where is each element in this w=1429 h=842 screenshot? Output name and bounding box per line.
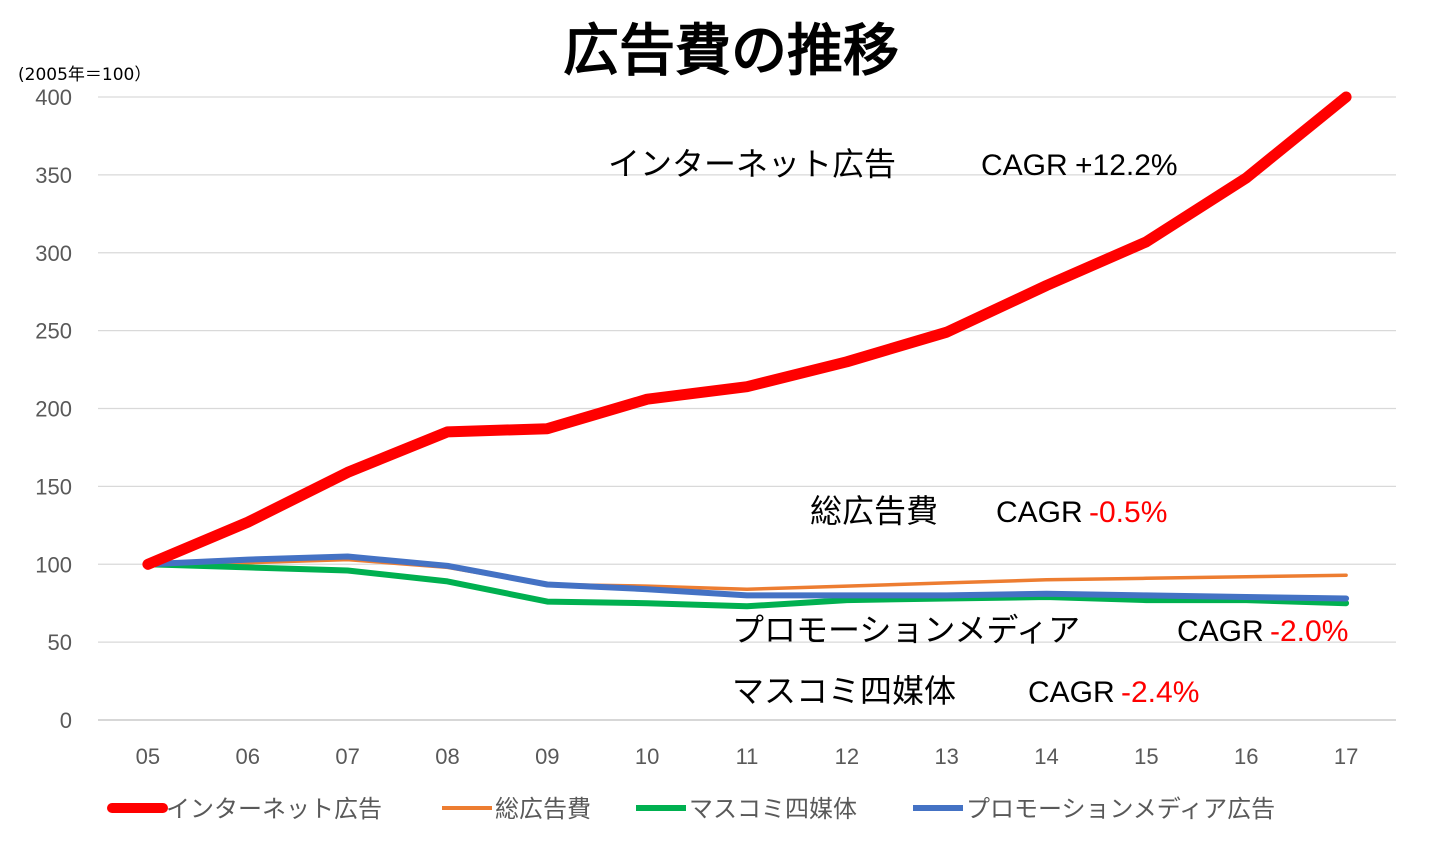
legend-item-mass4: マスコミ四媒体 <box>636 795 857 823</box>
annotation-promotion: プロモーションメディア CAGR -2.0% <box>732 611 1348 649</box>
legend: インターネット広告 総広告費 マスコミ四媒体 プロモーションメディア広告 <box>107 795 1275 823</box>
x-tick-label: 17 <box>1334 744 1358 769</box>
x-tick-label: 15 <box>1134 744 1158 769</box>
y-axis-unit-label: (2005年＝100） <box>18 65 151 85</box>
x-tick-label: 06 <box>236 744 260 769</box>
annotation-cagr-value: +12.2% <box>1075 149 1178 182</box>
annotation-mass4: マスコミ四媒体 CAGR -2.4% <box>732 672 1199 710</box>
y-axis-ticks: 0 50 100 150 200 250 300 350 400 <box>35 85 72 733</box>
series-line <box>146 557 1348 591</box>
annotation-cagr-label: CAGR <box>981 149 1068 182</box>
y-tick-label: 350 <box>35 163 72 188</box>
series-lines <box>142 91 1352 610</box>
annotation-name: インターネット広告 <box>608 145 896 183</box>
legend-label: インターネット広告 <box>166 795 382 823</box>
x-tick-label: 13 <box>934 744 958 769</box>
y-tick-label: 300 <box>35 241 72 266</box>
x-tick-label: 12 <box>835 744 859 769</box>
y-tick-label: 200 <box>35 397 72 422</box>
annotation-internet: インターネット広告 CAGR +12.2% <box>608 145 1178 183</box>
annotation-cagr-label: CAGR <box>996 496 1083 529</box>
y-tick-label: 250 <box>35 319 72 344</box>
annotation-cagr-value: -2.4% <box>1121 676 1199 709</box>
legend-label: 総広告費 <box>495 795 591 823</box>
x-tick-label: 16 <box>1234 744 1258 769</box>
annotation-cagr-value: -2.0% <box>1270 615 1348 648</box>
series-line <box>144 553 1350 602</box>
legend-item-promotion: プロモーションメディア広告 <box>913 795 1275 823</box>
x-axis-ticks: 05 06 07 08 09 10 11 12 13 14 15 16 17 <box>136 744 1359 769</box>
annotation-name: 総広告費 <box>810 492 938 530</box>
y-tick-label: 400 <box>35 85 72 110</box>
annotation-cagr-label: CAGR <box>1028 676 1115 709</box>
annotation-cagr-value: -0.5% <box>1089 496 1167 529</box>
y-tick-label: 150 <box>35 474 72 499</box>
series-line <box>142 91 1352 570</box>
legend-label: マスコミ四媒体 <box>689 795 857 823</box>
x-tick-label: 05 <box>136 744 160 769</box>
y-tick-label: 50 <box>48 630 72 655</box>
annotation-cagr-label: CAGR <box>1177 615 1264 648</box>
chart-title: 広告費の推移 <box>563 19 899 84</box>
annotation-name: プロモーションメディア <box>732 611 1080 649</box>
legend-label: プロモーションメディア広告 <box>966 795 1275 823</box>
legend-item-total: 総広告費 <box>442 795 591 823</box>
x-tick-label: 10 <box>635 744 659 769</box>
annotation-name: マスコミ四媒体 <box>732 672 956 710</box>
y-tick-label: 100 <box>35 552 72 577</box>
x-tick-label: 14 <box>1034 744 1058 769</box>
x-tick-label: 09 <box>535 744 559 769</box>
annotation-total: 総広告費 CAGR -0.5% <box>810 492 1167 530</box>
y-tick-label: 0 <box>60 708 72 733</box>
x-tick-label: 08 <box>435 744 459 769</box>
x-tick-label: 07 <box>335 744 359 769</box>
legend-item-internet: インターネット広告 <box>107 795 382 823</box>
series-line <box>144 561 1350 610</box>
x-tick-label: 11 <box>736 744 759 769</box>
